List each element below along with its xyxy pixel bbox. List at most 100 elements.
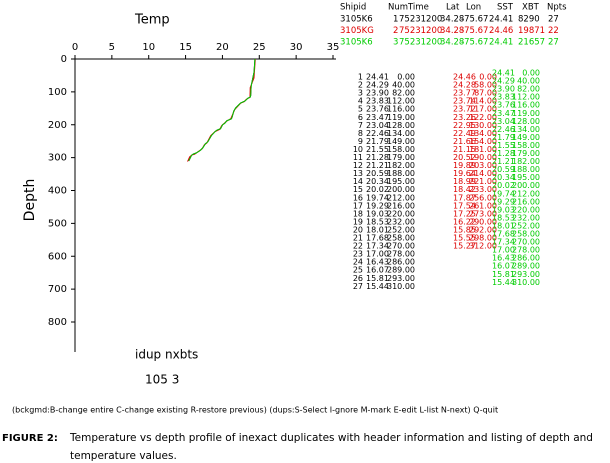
header-cell: 2 <box>393 26 398 36</box>
x-tick-label: 0 <box>72 42 78 53</box>
profile-line <box>187 58 256 162</box>
temp-value: 23.77 <box>453 89 476 98</box>
temp-value: 21.66 <box>453 137 476 146</box>
temp-value: 24.41 <box>492 69 515 78</box>
depth-value: 252.00 <box>512 221 540 230</box>
header-cell: 34.28 <box>440 26 464 36</box>
depth-value: 117.00 <box>469 105 497 114</box>
depth-value: 134.00 <box>469 129 497 138</box>
depth-value: 200.00 <box>387 185 415 194</box>
depth-value: 122.00 <box>469 113 497 122</box>
row-index: 27 <box>353 282 363 291</box>
temp-value: 21.21 <box>492 157 515 166</box>
temp-value: 19.64 <box>453 169 476 178</box>
depth-value: 158.00 <box>387 145 415 154</box>
depth-value: 119.00 <box>512 109 540 118</box>
y-tick-label: 700 <box>48 284 67 295</box>
temp-value: 19.89 <box>453 161 476 170</box>
row-index: 4 <box>358 97 363 106</box>
row-index: 21 <box>353 234 363 243</box>
header-cell: -75.67 <box>461 26 488 36</box>
temp-value: 22.95 <box>453 121 476 130</box>
temp-value: 21.79 <box>366 137 389 146</box>
row-index: 19 <box>353 217 363 226</box>
temp-value: 23.47 <box>366 113 389 122</box>
y-tick-label: 600 <box>48 251 67 262</box>
depth-value: 119.00 <box>387 113 415 122</box>
x-tick-label: 20 <box>216 42 229 53</box>
row-index: 12 <box>353 161 363 170</box>
temp-value: 23.76 <box>492 101 515 110</box>
x-tick-label: 25 <box>253 42 266 53</box>
depth-value: 82.00 <box>517 85 540 94</box>
depth-value: 286.00 <box>512 254 540 263</box>
depth-value: 214.00 <box>469 169 497 178</box>
temp-value: 22.46 <box>366 129 389 138</box>
temp-value: 17.34 <box>366 242 389 251</box>
depth-value: 149.00 <box>387 137 415 146</box>
depth-value: 220.00 <box>387 209 415 218</box>
depth-value: 310.00 <box>512 278 540 287</box>
row-index: 1 <box>358 73 363 82</box>
temp-value: 16.07 <box>366 266 389 275</box>
depth-value: 261.00 <box>469 201 497 210</box>
temp-value: 15.85 <box>453 225 476 234</box>
header-cell: 24.41 <box>489 38 513 48</box>
depth-value: 270.00 <box>387 242 415 251</box>
temp-value: 21.55 <box>492 141 515 150</box>
header-column: Time <box>407 3 429 13</box>
header-cell: -75.67 <box>461 15 488 25</box>
status-values: 105 3 <box>145 373 179 387</box>
row-index: 9 <box>358 137 363 146</box>
temp-value: 18.53 <box>366 217 389 226</box>
status-labels: idup nxbts <box>135 348 198 362</box>
temp-value: 23.83 <box>366 97 389 106</box>
temp-value: 16.07 <box>492 262 515 271</box>
depth-value: 40.00 <box>517 77 540 86</box>
temp-value: 17.68 <box>492 230 515 239</box>
header-cell: 27 <box>548 38 559 48</box>
temp-value: 17.87 <box>453 193 476 202</box>
depth-value: 188.00 <box>512 165 540 174</box>
depth-value: 220.00 <box>512 205 540 214</box>
depth-value: 116.00 <box>512 101 540 110</box>
caption-label: FIGURE 2: <box>2 433 58 444</box>
temp-value: 23.47 <box>492 109 515 118</box>
row-index: 18 <box>353 209 363 218</box>
header-cell: 3105K6 <box>340 15 373 25</box>
depth-value: 270.00 <box>512 238 540 247</box>
row-index: 6 <box>358 113 363 122</box>
temp-value: 21.55 <box>366 145 389 154</box>
temp-value: 16.43 <box>366 258 389 267</box>
depth-value: 289.00 <box>387 266 415 275</box>
row-index: 17 <box>353 201 363 210</box>
depth-value: 112.00 <box>512 93 540 102</box>
temp-value: 15.44 <box>366 282 389 291</box>
depth-value: 154.00 <box>469 137 497 146</box>
header-column: XBT <box>522 3 540 13</box>
depth-value: 130.00 <box>469 121 497 130</box>
header-column: Num <box>388 3 408 13</box>
header-cell: 8290 <box>518 15 540 25</box>
temp-value: 21.28 <box>366 153 389 162</box>
row-index: 25 <box>353 266 363 275</box>
y-tick-label: 800 <box>48 317 67 328</box>
temp-value: 22.46 <box>492 125 515 134</box>
depth-value: 200.00 <box>512 181 540 190</box>
depth-value: 232.00 <box>387 217 415 226</box>
temp-value: 21.21 <box>366 161 389 170</box>
temp-value: 17.34 <box>492 238 515 247</box>
depth-value: 158.00 <box>512 141 540 150</box>
temp-value: 18.01 <box>492 221 515 230</box>
y-tick-label: 400 <box>48 186 67 197</box>
depth-value: 179.00 <box>512 149 540 158</box>
header-cell: 24.46 <box>489 26 513 36</box>
header-cell: 75231200 <box>399 38 442 48</box>
x-tick-label: 35 <box>327 42 340 53</box>
depth-value: 232.00 <box>512 213 540 222</box>
temp-value: 24.41 <box>366 73 389 82</box>
depth-value: 216.00 <box>387 201 415 210</box>
header-column: Npts <box>547 3 567 13</box>
header-cell: 22 <box>548 26 559 36</box>
depth-value: 258.00 <box>387 234 415 243</box>
